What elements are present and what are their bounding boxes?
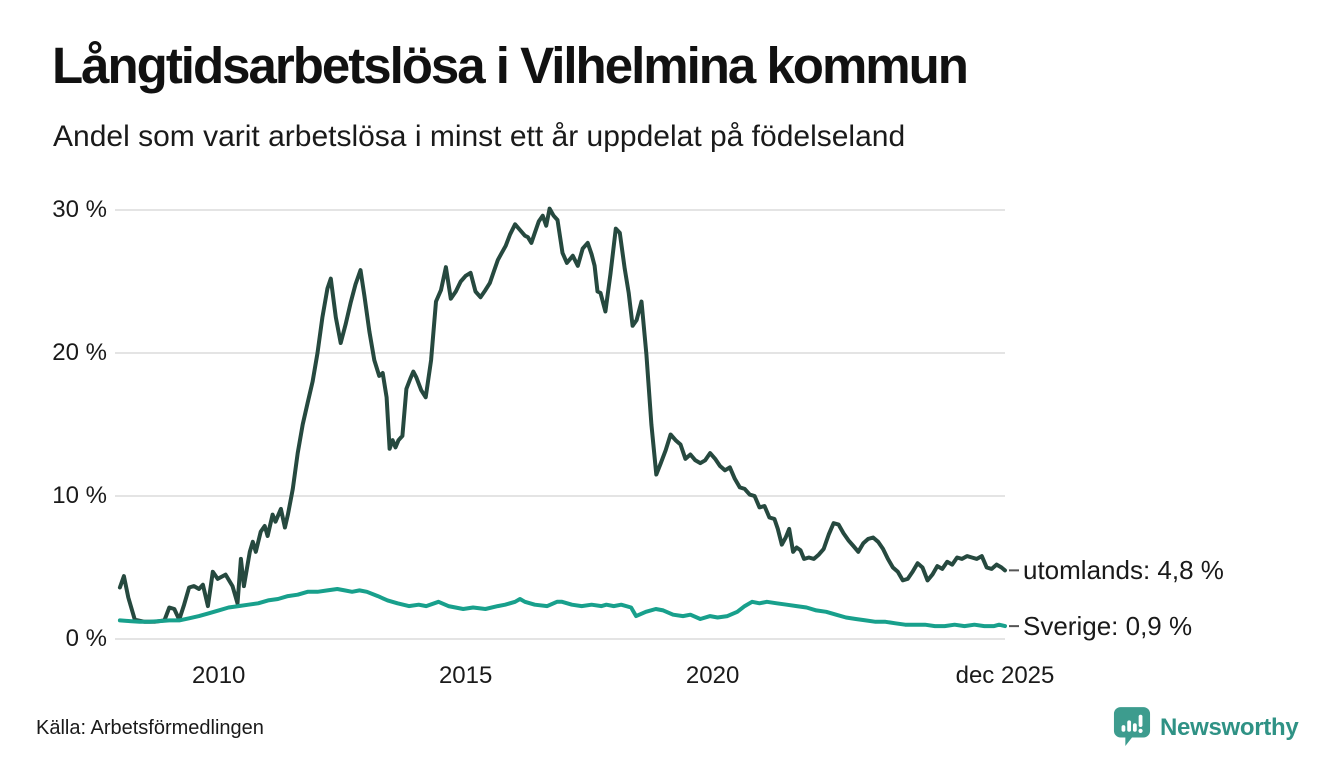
x-axis-tick-label: 2015 [438, 662, 493, 689]
series-end-label-Sverige: Sverige: 0,9 % [1023, 611, 1193, 642]
x-axis-tick-label: dec 2025 [955, 662, 1055, 689]
series-end-label-utomlands: utomlands: 4,8 % [1023, 555, 1224, 586]
newsworthy-wordmark: Newsworthy [1160, 714, 1299, 741]
chart-title: Långtidsarbetslösa i Vilhelmina kommun [52, 37, 969, 94]
x-axis-tick-label: 2020 [685, 662, 740, 689]
y-axis-tick-label: 20 % [52, 339, 107, 366]
chart-subtitle: Andel som varit arbetslösa i minst ett å… [53, 120, 906, 153]
newsworthy-logo: Newsworthy [1113, 706, 1299, 750]
y-axis-tick-label: 10 % [52, 482, 107, 509]
newsworthy-chart-bubble-icon [1113, 707, 1151, 747]
y-axis-tick-label: 0 % [65, 625, 107, 652]
x-axis-tick-label: 2010 [192, 662, 246, 689]
y-axis-tick-label: 30 % [52, 196, 107, 223]
source-note: Källa: Arbetsförmedlingen [36, 717, 264, 739]
